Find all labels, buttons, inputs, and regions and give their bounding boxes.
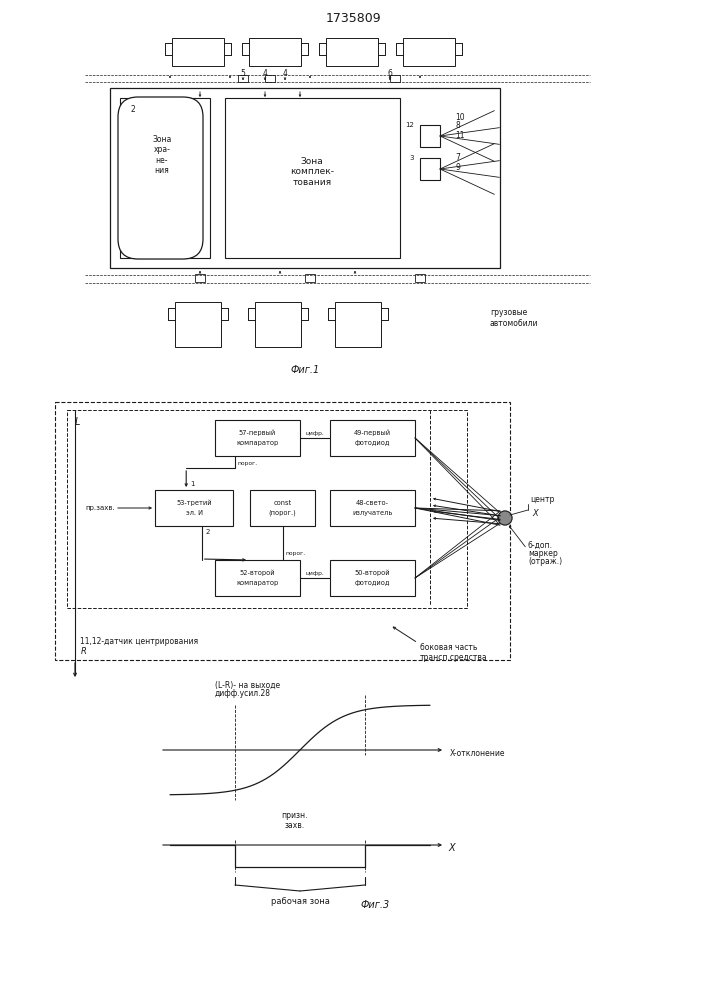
Bar	[120, 98, 210, 258]
Text: 48-свето-: 48-свето-	[356, 500, 389, 506]
Bar	[415, 274, 425, 282]
Text: 53-третий: 53-третий	[176, 500, 212, 506]
Text: 7: 7	[455, 153, 460, 162]
Text: (L-R)- на выходе: (L-R)- на выходе	[215, 680, 280, 690]
Text: (порог.): (порог.)	[269, 510, 296, 516]
Text: •: •	[168, 75, 172, 81]
Text: 52-второй: 52-второй	[240, 570, 275, 576]
Bar	[403, 38, 455, 66]
Text: •: •	[228, 75, 232, 81]
Text: R: R	[81, 648, 87, 656]
Text: компаратор: компаратор	[236, 440, 279, 446]
Text: фотодиод: фотодиод	[355, 440, 390, 446]
Bar	[195, 274, 205, 282]
Text: цифр.: цифр.	[305, 430, 325, 436]
Bar	[330, 420, 415, 456]
Text: 6-доп.: 6-доп.	[528, 540, 553, 550]
Bar	[67, 410, 467, 608]
Bar	[215, 560, 300, 596]
Text: дифф.усил.28: дифф.усил.28	[215, 690, 271, 698]
Text: (отраж.): (отраж.)	[528, 558, 562, 566]
Text: 4: 4	[262, 68, 267, 78]
Bar	[172, 38, 224, 66]
Bar	[326, 38, 378, 66]
Text: Фиг.1: Фиг.1	[291, 365, 320, 375]
Text: пр.захв.: пр.захв.	[85, 505, 115, 511]
Text: захв.: захв.	[285, 820, 305, 830]
Text: порог.: порог.	[238, 460, 258, 466]
Text: X-отклонение: X-отклонение	[450, 748, 506, 758]
Text: 6: 6	[387, 68, 392, 78]
Text: боковая часть: боковая часть	[420, 644, 477, 652]
Bar	[420, 158, 440, 180]
Text: Зона
комплек-
тования: Зона комплек- тования	[290, 157, 334, 187]
Text: 49-первый: 49-первый	[354, 430, 391, 436]
Bar	[330, 490, 415, 526]
Text: 57-первый: 57-первый	[239, 430, 276, 436]
Text: излучатель: излучатель	[352, 510, 392, 516]
Text: цифр.: цифр.	[305, 570, 325, 576]
Text: Зона
хра-
не-
ния: Зона хра- не- ния	[152, 135, 172, 175]
Bar	[238, 75, 248, 82]
Text: 10: 10	[455, 112, 464, 121]
Text: компаратор: компаратор	[236, 580, 279, 586]
Text: 2: 2	[131, 105, 135, 114]
Text: фотодиод: фотодиод	[355, 580, 390, 586]
Text: 50-второй: 50-второй	[355, 570, 390, 576]
Text: const: const	[274, 500, 291, 506]
Bar	[330, 560, 415, 596]
Text: L: L	[74, 417, 80, 427]
Text: 1: 1	[190, 481, 194, 487]
Bar	[155, 490, 233, 526]
Text: маркер: маркер	[528, 550, 558, 558]
Text: •: •	[388, 75, 392, 81]
Text: 2: 2	[206, 529, 210, 535]
Text: 11: 11	[455, 130, 464, 139]
Text: 11,12-датчик центрирования: 11,12-датчик центрирования	[80, 638, 198, 647]
FancyBboxPatch shape	[118, 97, 203, 259]
Text: •: •	[418, 75, 422, 81]
Bar	[55, 402, 510, 660]
Bar	[249, 38, 301, 66]
Bar	[175, 302, 221, 347]
Text: 5: 5	[240, 68, 245, 78]
Text: рабочая зона: рабочая зона	[271, 896, 329, 906]
Text: грузовые
автомобили: грузовые автомобили	[490, 308, 539, 328]
Bar	[215, 420, 300, 456]
Text: 9: 9	[455, 162, 460, 172]
Bar	[225, 98, 400, 258]
Bar	[305, 274, 315, 282]
Bar	[335, 302, 381, 347]
Text: X: X	[448, 843, 455, 853]
Bar	[110, 88, 500, 268]
Bar	[255, 302, 301, 347]
Text: трансп.средства: трансп.средства	[420, 652, 488, 662]
Text: эл. И: эл. И	[185, 510, 202, 516]
Circle shape	[498, 511, 512, 525]
Text: 4: 4	[283, 68, 288, 78]
Bar	[390, 75, 400, 82]
Text: порог.: порог.	[286, 552, 305, 556]
Text: 3: 3	[409, 155, 414, 161]
Text: 12: 12	[405, 122, 414, 128]
Text: Фиг.3: Фиг.3	[361, 900, 390, 910]
Text: X: X	[532, 510, 538, 518]
Bar	[420, 125, 440, 147]
Text: 1735809: 1735809	[325, 11, 381, 24]
Bar	[265, 75, 275, 82]
Text: центр: центр	[530, 495, 554, 504]
Bar	[250, 490, 315, 526]
Text: 8: 8	[455, 121, 460, 130]
Text: призн.: призн.	[282, 810, 308, 820]
Text: •: •	[308, 75, 312, 81]
